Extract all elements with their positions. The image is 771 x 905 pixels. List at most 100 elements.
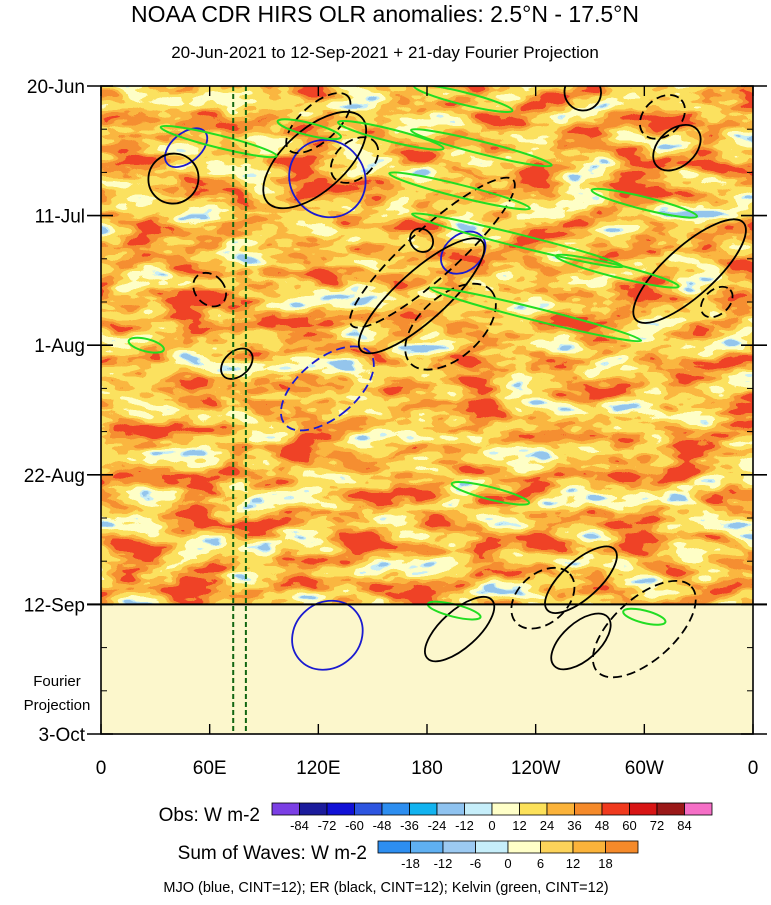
wave-contour-kelvin-5 (388, 171, 531, 211)
obsBar-tick-10: 36 (567, 818, 581, 833)
obsBar-swatch-11 (574, 802, 603, 816)
obsBar-tick-7: 0 (488, 818, 495, 833)
wave-contour-kelvin-2 (337, 119, 445, 151)
obsBar-swatch-7 (464, 802, 493, 816)
wave-contour-kelvin-1 (276, 118, 342, 141)
projection-region (101, 604, 753, 734)
wave-contour-mjo-1 (288, 138, 367, 219)
y-tick-label-4: 12-Sep (24, 595, 85, 616)
wave-contour-kelvin-4 (410, 128, 553, 168)
x-tick-label-3: 180 (411, 758, 443, 779)
wave-contour-er-13 (544, 545, 618, 614)
obsBar-tick-8: 12 (512, 818, 526, 833)
obsBar-swatch-14 (656, 802, 685, 816)
wave-contour-kelvin-9 (429, 286, 643, 343)
wave-contours (127, 86, 747, 679)
waveBar-tick-3: 0 (504, 856, 511, 871)
waveBar-swatch-5 (540, 840, 574, 854)
wave-colorbar-label: Sum of Waves: W m-2 (178, 843, 367, 864)
observed-anomaly-texture (101, 86, 753, 605)
wave-contour-kelvin-6 (590, 187, 699, 219)
wave-contour-er-2 (285, 92, 352, 154)
obs-colorbar-label: Obs: W m-2 (159, 805, 260, 826)
waveBar-tick-6: 18 (598, 856, 612, 871)
wave-contour-er-14 (591, 579, 697, 679)
obsBar-tick-4: -36 (400, 818, 419, 833)
wave-contour-er-10 (652, 124, 702, 172)
x-tick-label-5: 60W (625, 758, 664, 779)
wave-contour-er-7 (409, 227, 435, 253)
y-tick-label-5: 3-Oct (39, 725, 86, 746)
obsBar-tick-5: -24 (428, 818, 447, 833)
wave-contour-kelvin-8 (554, 253, 680, 289)
waveBar-swatch-2 (442, 840, 476, 854)
obs-colorbar: -84 -72 -60 -48 -36 -24 -12 0 12 24 36 48 60 72 84 (271, 802, 713, 833)
wave-contour-er-18 (192, 271, 227, 308)
plot-area (101, 86, 753, 734)
wave-series-kelvin (127, 86, 699, 626)
olr-anomaly-field (101, 86, 753, 605)
wave-contour-er-5 (357, 237, 486, 355)
obsBar-swatch-4 (381, 802, 410, 816)
wave-contour-er-9 (638, 94, 686, 140)
x-tick-label-1: 60E (193, 758, 227, 779)
wave-contour-er-11 (632, 218, 747, 324)
y-tick-label-3: 22-Aug (24, 466, 85, 487)
projection-label-line1: Fourier (33, 673, 81, 690)
waveBar-tick-5: 12 (566, 856, 580, 871)
obsBar-tick-13: 72 (650, 818, 664, 833)
obsBar-swatch-5 (409, 802, 438, 816)
wave-contour-er-3 (329, 136, 380, 184)
x-tick-label-4: 120W (511, 758, 561, 779)
wave-contour-mjo-4 (291, 599, 364, 671)
wave-colorbar: -18 -12 -6 0 6 12 18 (377, 840, 639, 871)
obsBar-swatch-0 (271, 802, 300, 816)
obsBar-swatch-6 (436, 802, 465, 816)
chart-subtitle: 20-Jun-2021 to 12-Sep-2021 + 21-day Four… (171, 43, 599, 62)
wave-contour-er-1 (262, 110, 368, 210)
x-tick-label-2: 120E (296, 758, 340, 779)
reference-lines (232, 86, 247, 734)
obsBar-swatch-9 (519, 802, 548, 816)
projection-label-line2: Projection (24, 697, 91, 714)
wave-contour-kelvin-10 (127, 336, 165, 354)
waveBar-swatch-6 (572, 840, 606, 854)
waveBar-tick-4: 6 (537, 856, 544, 871)
waveBar-swatch-0 (377, 840, 411, 854)
obsBar-tick-11: 48 (595, 818, 609, 833)
wave-contour-er-4 (349, 176, 516, 329)
x-tick-label-0: 0 (96, 758, 107, 779)
x-tick-label-6: 0 (748, 758, 759, 779)
waveBar-tick-2: -6 (470, 856, 482, 871)
wave-contour-er-0 (147, 152, 200, 205)
obsBar-tick-3: -48 (373, 818, 392, 833)
wave-contour-er-8 (563, 86, 602, 112)
obsBar-swatch-8 (491, 802, 520, 816)
y-tick-label-1: 11-Jul (35, 207, 85, 228)
obsBar-swatch-3 (354, 802, 383, 816)
chart-footer: MJO (blue, CINT=12); ER (black, CINT=12)… (163, 880, 608, 896)
obsBar-tick-1: -72 (318, 818, 337, 833)
wave-contour-kelvin-11 (450, 480, 531, 506)
wave-contour-er-19 (220, 347, 254, 380)
obsBar-tick-0: -84 (290, 818, 309, 833)
obsBar-tick-14: 84 (677, 818, 691, 833)
obsBar-tick-12: 60 (622, 818, 636, 833)
obsBar-swatch-15 (684, 802, 713, 816)
waveBar-swatch-7 (605, 840, 639, 854)
wave-contour-er-6 (404, 282, 497, 371)
wave-series-er (147, 86, 747, 679)
obsBar-tick-6: -12 (455, 818, 474, 833)
obsBar-tick-9: 24 (540, 818, 554, 833)
waveBar-swatch-1 (410, 840, 444, 854)
axes: 0 60E 120E 180 120W 60W 0 20-Jun 11-Jul 1-Aug 22-A… (24, 77, 767, 779)
obsBar-swatch-10 (546, 802, 575, 816)
wave-contour-kelvin-0 (159, 124, 278, 159)
waveBar-tick-1: -12 (434, 856, 453, 871)
waveBar-tick-0: -18 (401, 856, 420, 871)
obsBar-tick-2: -60 (345, 818, 364, 833)
wave-contour-er-16 (550, 612, 612, 671)
obsBar-swatch-13 (629, 802, 658, 816)
